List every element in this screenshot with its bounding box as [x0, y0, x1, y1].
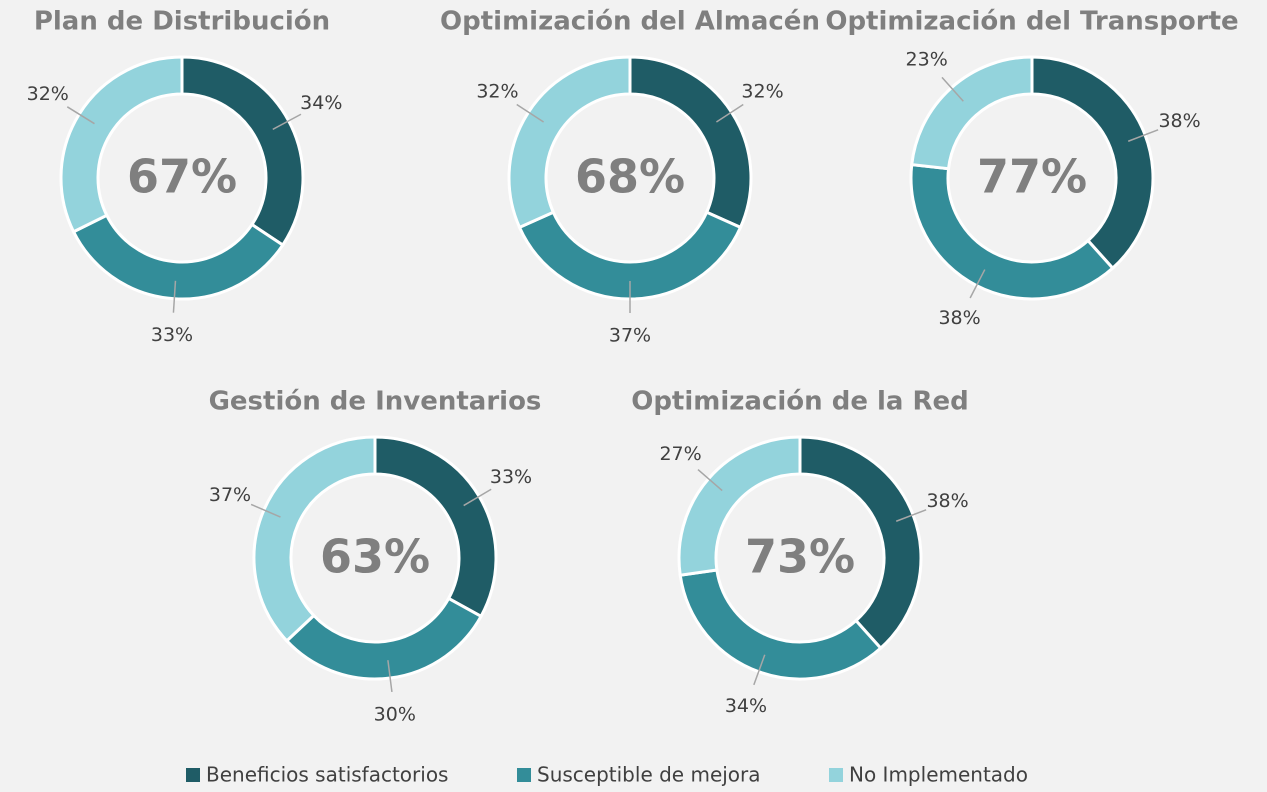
leader-line — [66, 106, 95, 125]
donut-segment — [284, 596, 484, 681]
legend-label: Susceptible de mejora — [537, 763, 761, 787]
donut-segment — [628, 55, 753, 230]
leader-line — [1127, 129, 1159, 142]
legend-swatch — [829, 768, 843, 782]
donut-segment — [1030, 55, 1155, 271]
data-label: 38% — [1158, 110, 1200, 132]
donut-segment — [507, 55, 632, 230]
center-label: 73% — [745, 530, 855, 584]
donut-segment — [252, 435, 377, 643]
data-label: 34% — [300, 92, 342, 114]
data-label: 38% — [938, 307, 980, 329]
donut-segment — [517, 210, 743, 301]
donut-segment — [678, 568, 883, 681]
donut-segment — [677, 435, 802, 577]
data-label: 33% — [151, 324, 193, 346]
chart-title: Optimización del Transporte — [825, 7, 1238, 37]
chart-title: Optimización de la Red — [631, 387, 969, 417]
donut-segment — [180, 55, 305, 248]
data-label: 32% — [27, 83, 69, 105]
legend-label: Beneficios satisfactorios — [206, 763, 448, 787]
center-label: 77% — [977, 150, 1087, 204]
data-label: 27% — [659, 443, 701, 465]
leader-line — [697, 469, 723, 492]
data-label: 33% — [490, 466, 532, 488]
center-label: 67% — [127, 150, 237, 204]
center-label: 68% — [575, 150, 685, 204]
data-label: 32% — [741, 81, 783, 103]
chart-title: Optimización del Almacén — [440, 7, 820, 37]
leader-line — [941, 76, 964, 102]
chart-title: Gestión de Inventarios — [209, 387, 542, 417]
leader-line — [272, 113, 302, 131]
donut-segment — [798, 435, 923, 651]
data-label: 38% — [926, 490, 968, 512]
data-label: 34% — [725, 695, 767, 717]
leader-line — [753, 654, 766, 686]
leader-line — [250, 503, 281, 518]
donut-segment — [373, 435, 498, 619]
donut-segment — [910, 55, 1034, 171]
leader-line — [716, 103, 744, 123]
legend-swatch — [517, 768, 531, 782]
leader-line — [387, 660, 393, 693]
center-label: 63% — [320, 530, 430, 584]
legend-swatch — [186, 768, 200, 782]
leader-line — [172, 280, 177, 313]
data-label: 37% — [209, 484, 251, 506]
chart-title: Plan de Distribución — [34, 7, 330, 37]
data-label: 37% — [609, 325, 651, 347]
leader-line — [516, 103, 544, 123]
donut-segment — [71, 213, 285, 301]
leader-line — [969, 269, 986, 299]
legend-label: No Implementado — [849, 763, 1028, 787]
leader-line — [895, 509, 927, 522]
data-label: 32% — [476, 81, 518, 103]
data-label: 30% — [374, 703, 416, 725]
leader-line — [463, 488, 492, 507]
data-label: 23% — [906, 49, 948, 71]
donut-segment — [909, 162, 1115, 301]
donut-segment — [59, 55, 184, 234]
